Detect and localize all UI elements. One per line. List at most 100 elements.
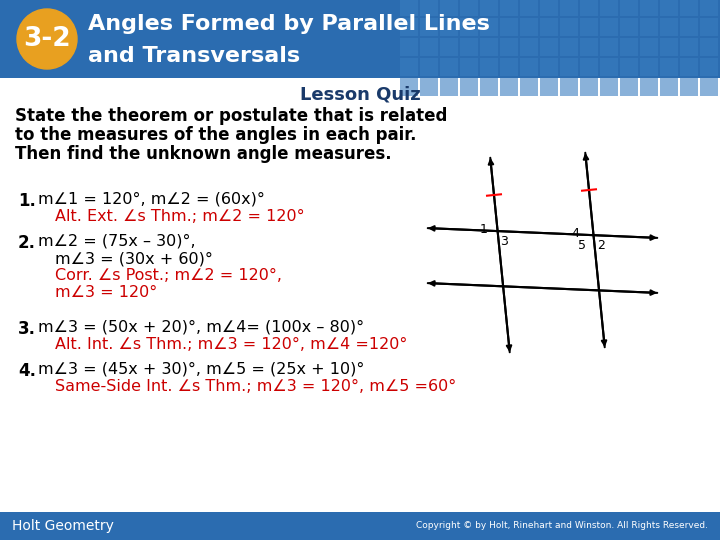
Bar [680,78,698,96]
Bar [520,18,538,36]
Bar [520,0,538,16]
Text: and Transversals: and Transversals [88,46,300,66]
Text: m∠1 = 120°, m∠2 = (60x)°: m∠1 = 120°, m∠2 = (60x)° [38,192,265,207]
Text: m∠2 = (75x – 30)°,: m∠2 = (75x – 30)°, [38,234,196,249]
Text: 4: 4 [572,227,580,240]
Bar [620,0,638,16]
Text: Alt. Int. ∠s Thm.; m∠3 = 120°, m∠4 =120°: Alt. Int. ∠s Thm.; m∠3 = 120°, m∠4 =120° [55,337,408,352]
Text: Holt Geometry: Holt Geometry [12,519,114,533]
Bar [640,38,658,56]
Text: m∠3 = (50x + 20)°, m∠4= (100x – 80)°: m∠3 = (50x + 20)°, m∠4= (100x – 80)° [38,320,364,335]
Bar [700,38,718,56]
Bar [600,58,618,76]
Bar [600,38,618,56]
Text: Then find the unknown angle measures.: Then find the unknown angle measures. [15,145,392,163]
Bar [620,18,638,36]
Bar [660,18,678,36]
Bar [700,78,718,96]
Bar [700,18,718,36]
Bar [660,58,678,76]
Bar [460,58,478,76]
Bar [680,38,698,56]
Bar [500,58,518,76]
Bar [420,0,438,16]
Text: to the measures of the angles in each pair.: to the measures of the angles in each pa… [15,126,416,144]
Bar [540,18,558,36]
Text: 2.: 2. [18,234,36,252]
Bar [540,78,558,96]
Text: Corr. ∠s Post.; m∠2 = 120°,: Corr. ∠s Post.; m∠2 = 120°, [55,268,282,283]
Bar [420,38,438,56]
Bar [0,512,720,540]
Bar [680,0,698,16]
Bar [420,78,438,96]
Circle shape [17,9,77,69]
Text: 1.: 1. [18,192,36,210]
Bar [660,0,678,16]
Bar [460,38,478,56]
Text: Alt. Ext. ∠s Thm.; m∠2 = 120°: Alt. Ext. ∠s Thm.; m∠2 = 120° [55,209,305,224]
Bar [500,38,518,56]
Bar [560,0,578,16]
Bar [600,78,618,96]
Text: m∠3 = (30x + 60)°: m∠3 = (30x + 60)° [55,251,213,266]
Bar [0,78,720,80]
Text: 1: 1 [480,222,487,235]
Bar [560,18,578,36]
Bar [640,18,658,36]
Bar [400,18,418,36]
Bar [640,0,658,16]
Bar [460,0,478,16]
Bar [600,0,618,16]
Bar [620,78,638,96]
Bar [440,0,458,16]
Bar [580,78,598,96]
Text: Copyright © by Holt, Rinehart and Winston. All Rights Reserved.: Copyright © by Holt, Rinehart and Winsto… [416,522,708,530]
Bar [560,58,578,76]
Bar [620,38,638,56]
Text: 3.: 3. [18,320,36,338]
Bar [520,58,538,76]
Bar [560,78,578,96]
Bar [640,78,658,96]
Bar [620,58,638,76]
Text: m∠3 = 120°: m∠3 = 120° [55,285,157,300]
Text: Same-Side Int. ∠s Thm.; m∠3 = 120°, m∠5 =60°: Same-Side Int. ∠s Thm.; m∠3 = 120°, m∠5 … [55,379,456,394]
Text: 2: 2 [598,239,606,252]
Bar [580,18,598,36]
Bar [400,58,418,76]
Bar [660,38,678,56]
Bar [480,18,498,36]
Bar [700,58,718,76]
Text: 4.: 4. [18,362,36,380]
Bar [440,18,458,36]
Text: State the theorem or postulate that is related: State the theorem or postulate that is r… [15,107,447,125]
Bar [520,38,538,56]
Bar [480,38,498,56]
Bar [500,18,518,36]
Bar [680,18,698,36]
Bar [400,38,418,56]
Bar [460,18,478,36]
Bar [480,58,498,76]
Bar [600,18,618,36]
Bar [580,38,598,56]
Bar [580,0,598,16]
Bar [540,38,558,56]
Bar [400,0,418,16]
Bar [440,78,458,96]
Text: 5: 5 [577,239,585,252]
Bar [420,18,438,36]
Bar [480,78,498,96]
Bar [540,58,558,76]
Text: Angles Formed by Parallel Lines: Angles Formed by Parallel Lines [88,14,490,34]
Bar [500,0,518,16]
Bar [440,58,458,76]
Text: 3-2: 3-2 [23,26,71,52]
Bar [560,38,578,56]
Bar [420,58,438,76]
Bar [660,78,678,96]
Bar [500,78,518,96]
Bar [520,78,538,96]
Bar [540,0,558,16]
